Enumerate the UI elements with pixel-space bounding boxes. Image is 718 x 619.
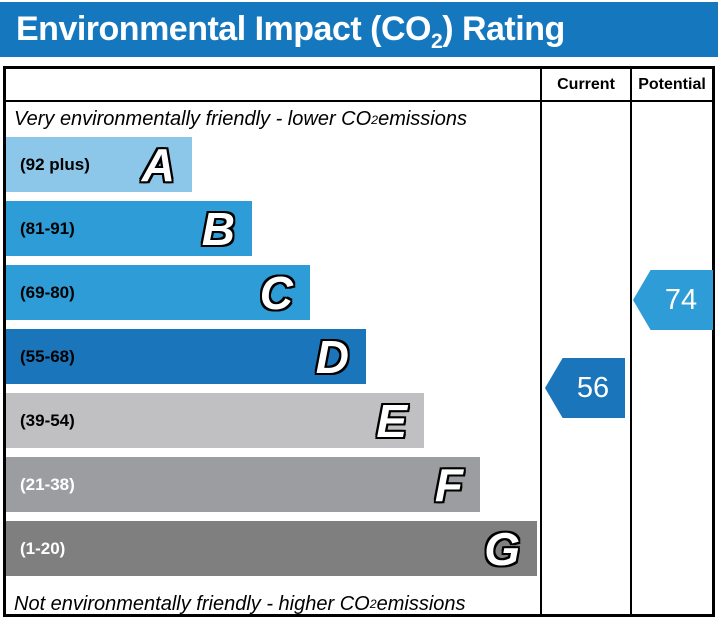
current-column-cell — [540, 102, 630, 614]
band-letter: A — [141, 138, 175, 191]
band-g: (1-20) G — [6, 521, 537, 576]
band-range-label: (69-80) — [20, 282, 75, 302]
band-e: (39-54) E — [6, 393, 424, 448]
potential-rating-arrow: 74 — [633, 270, 713, 330]
band-c: (69-80) C — [6, 265, 310, 320]
band-range-label: (1-20) — [20, 538, 66, 558]
band-letter: C — [259, 266, 293, 319]
band-range-label: (39-54) — [20, 410, 75, 430]
title-bar: Environmental Impact (CO2) Rating — [0, 2, 718, 57]
title-subscript: 2 — [430, 29, 443, 53]
current-rating-arrow: 56 — [545, 358, 625, 418]
band-f: (21-38) F — [6, 457, 480, 512]
band-a: (92 plus) A — [6, 137, 192, 192]
band-letter: G — [484, 522, 520, 575]
band-letter: D — [315, 330, 349, 383]
band-letter: F — [434, 458, 463, 511]
band-range-label: (81-91) — [20, 218, 75, 238]
header-empty-cell — [6, 69, 540, 102]
current-column-header: Current — [540, 69, 630, 102]
potential-rating-value: 74 — [664, 283, 698, 316]
band-range-label: (55-68) — [20, 346, 75, 366]
band-letter: B — [201, 202, 235, 255]
bottom-note: Not environmentally friendly - higher CO… — [14, 592, 466, 615]
band-range-label: (21-38) — [20, 474, 75, 494]
band-range-label: (92 plus) — [20, 154, 90, 174]
rating-table: Current Potential Very environmentally f… — [3, 66, 715, 617]
band-d: (55-68) D — [6, 329, 366, 384]
potential-column-header: Potential — [630, 69, 712, 102]
page-title: Environmental Impact (CO2) Rating — [16, 10, 565, 53]
band-letter: E — [376, 394, 407, 447]
band-b: (81-91) B — [6, 201, 252, 256]
potential-column-cell — [630, 102, 712, 614]
top-note: Very environmentally friendly - lower CO… — [14, 108, 467, 130]
rating-scale: Very environmentally friendly - lower CO… — [6, 102, 540, 614]
current-rating-value: 56 — [576, 371, 610, 404]
